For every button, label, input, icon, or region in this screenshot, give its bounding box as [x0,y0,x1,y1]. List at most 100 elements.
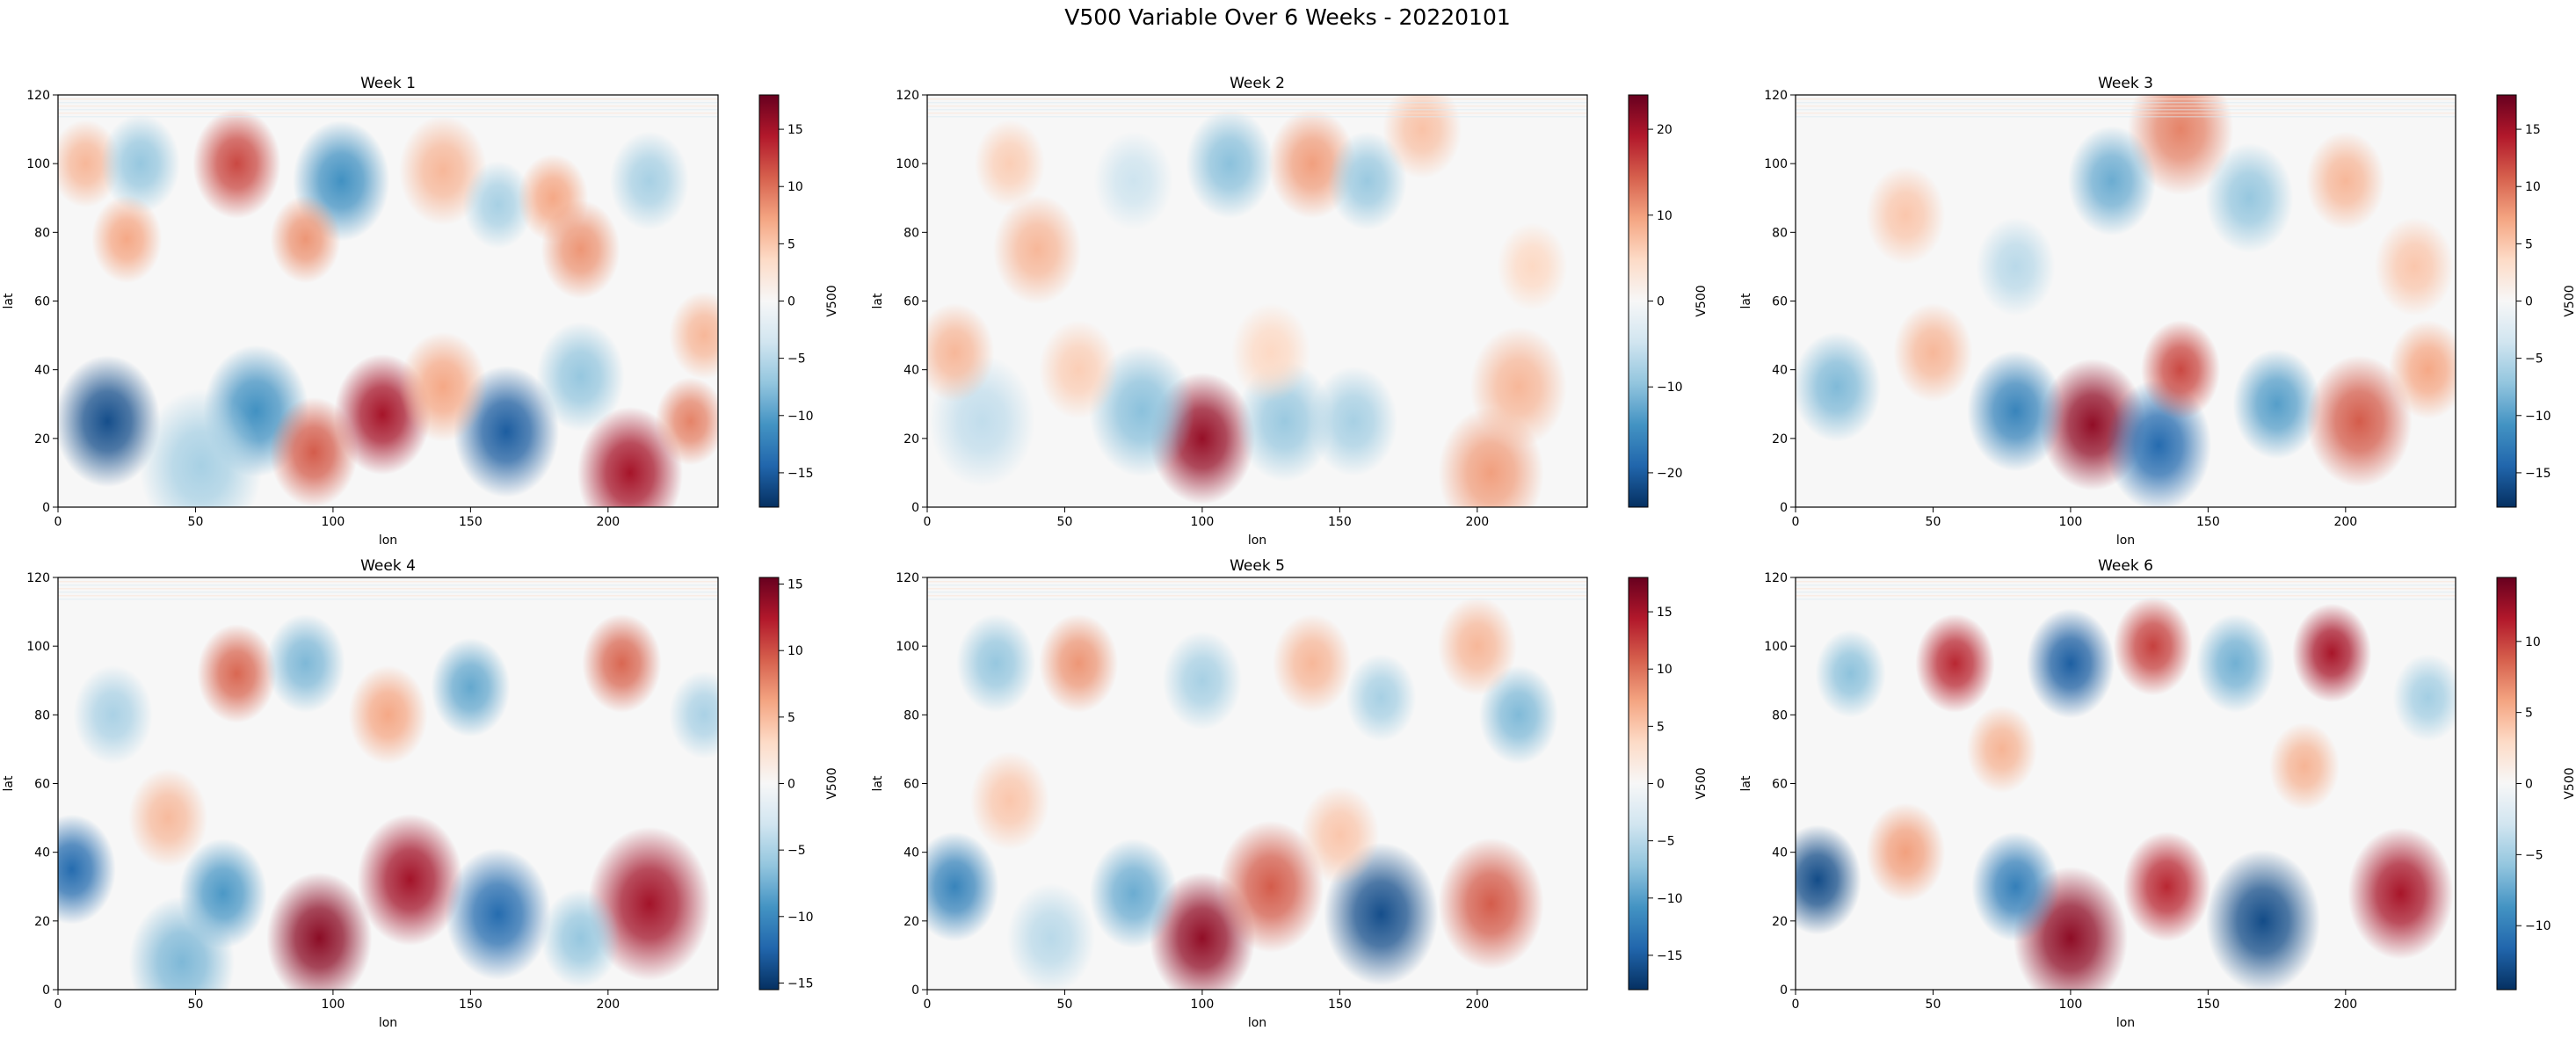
colorbar: −10 −5 0 5 10 V500 [2496,577,2576,991]
heatmap-field [58,95,718,507]
heatmap-stripe [58,109,718,111]
colorbar-tick-label: 0 [2525,778,2533,792]
y-tick-label: 20 [903,432,919,446]
x-tick-label: 150 [2196,515,2220,529]
colorbar-tick-label: −10 [2525,919,2551,933]
colorbar-tick-label: −10 [2525,410,2551,424]
heatmap-cell [192,108,281,219]
heatmap-stripe [927,584,1587,586]
heatmap-cell [1497,222,1568,311]
heatmap-cell [956,613,1036,713]
heatmap-cell [2026,608,2115,719]
colorbar-tick-label: −10 [787,911,814,925]
y-tick-label: 60 [34,778,50,792]
heatmap-cell [73,665,153,765]
colorbar-tick-label: 10 [1657,663,1673,677]
x-tick-label: 0 [1792,515,1800,529]
colorbar-tick-label: 10 [2525,180,2541,194]
x-axis-label: lon [2116,534,2135,548]
colorbar-tick-label: 15 [1657,606,1673,620]
heatmap-cell [582,613,662,713]
colorbar-tick-label: −10 [1657,892,1683,906]
heatmap-stripe [58,595,718,597]
x-axis-label: lon [1248,1016,1266,1030]
colorbar-tick-label: −5 [787,844,806,858]
y-tick-label: 20 [1772,432,1788,446]
heatmap-cell [2232,349,2321,460]
heatmap-stripe [58,584,718,586]
colorbar-gradient [758,577,780,991]
heatmap-cell [2388,320,2456,419]
heatmap-cell [2268,722,2340,810]
colorbar-tick-label: −5 [2525,352,2543,367]
heatmap-stripe [927,102,1587,104]
colorbar-tick-label: −15 [787,976,814,991]
heatmap-cell [128,768,208,867]
colorbar-tick-label: −10 [787,410,814,424]
heatmap-cell [1089,838,1178,949]
heatmap-field [58,577,718,990]
x-tick-label: 0 [924,998,932,1012]
heatmap-cell [1437,596,1517,696]
subplot-week-5: Week 50 50 100 150 200020406080100120lonlat−… [871,557,1709,1030]
x-tick-label: 200 [1465,515,1489,529]
heatmap-cell [669,291,718,380]
y-tick-label: 0 [911,984,919,998]
heatmap-stripe [1796,109,2456,111]
colorbar-tick-label: 0 [1657,295,1665,309]
heatmap-cell [1967,350,2064,472]
colorbar: −15 −10 −5 0 5 10 15 V500 [758,94,839,508]
heatmap-cell [1309,366,1398,476]
heatmap-stripe [58,105,718,107]
heatmap-cell [1866,165,1946,265]
heatmap-stripe [927,109,1587,111]
x-tick-label: 0 [924,515,932,529]
heatmap-cell [1866,802,1946,902]
x-axis-label: lon [379,1016,397,1030]
x-tick-label: 100 [1191,998,1215,1012]
colorbar-tick-label: 10 [2525,635,2541,650]
heatmap-stripe [1796,592,2456,593]
x-tick-label: 200 [1465,998,1489,1012]
colorbar-label: V500 [1694,767,1709,799]
heatmap-cell [927,302,995,403]
heatmap-cell [1382,95,1462,179]
heatmap-cell [445,847,551,981]
heatmap-stripe [1796,599,2456,600]
y-tick-label: 20 [34,432,50,446]
y-tick-label: 80 [903,708,919,722]
heatmap-cell [1039,613,1119,713]
heatmap-cell [1796,824,1862,935]
heatmap-cell [927,831,999,942]
colorbar-tick-label: 5 [787,711,795,725]
heatmap-cell [1273,613,1353,713]
heatmap-stripe [58,581,718,583]
heatmap-cell [1093,131,1173,230]
x-tick-label: 100 [322,998,345,1012]
heatmap-cell [128,896,235,990]
heatmap-cell [993,194,1082,305]
heatmap-cell [2113,596,2193,696]
heatmap-stripe [1796,595,2456,597]
heatmap-cell [58,355,161,488]
heatmap-cell [536,321,625,432]
y-tick-label: 100 [896,157,919,171]
heatmap-stripe [1796,581,2456,583]
heatmap-cell [2375,217,2455,316]
y-tick-label: 0 [42,984,50,998]
heatmap-cell [2067,126,2156,236]
heatmap-field [1796,577,2456,990]
heatmap-cell [2347,827,2454,960]
heatmap-stripe [58,98,718,100]
y-tick-label: 120 [26,89,50,103]
heatmap-cell [100,113,180,214]
heatmap-cell [1469,326,1567,447]
heatmap-stripe [927,592,1587,593]
heatmap-cell [2292,603,2372,703]
y-tick-label: 60 [1772,778,1788,792]
y-tick-label: 40 [34,364,50,378]
x-tick-label: 200 [596,998,620,1012]
colorbar-tick-label: 10 [787,180,803,194]
y-tick-label: 100 [1764,157,1788,171]
